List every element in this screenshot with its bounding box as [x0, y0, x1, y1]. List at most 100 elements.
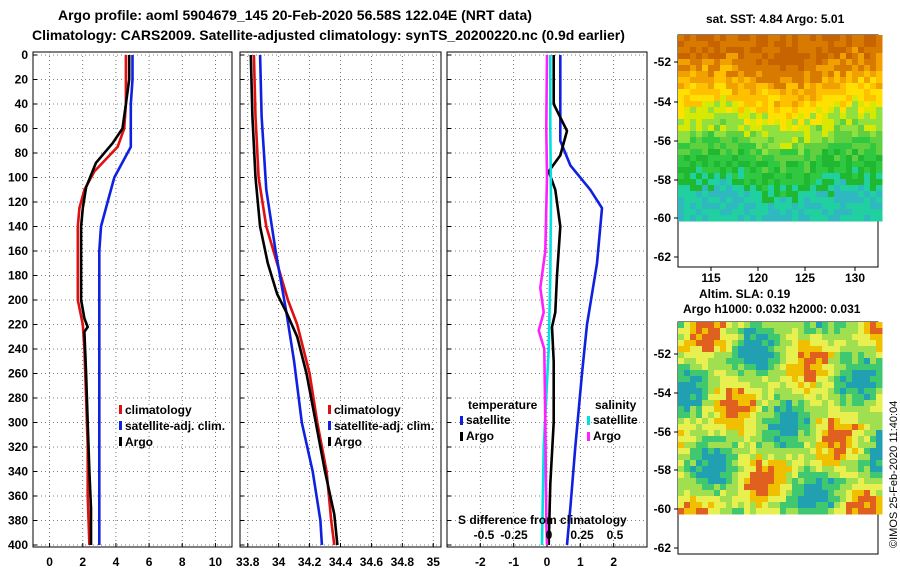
- legend-label: satellite: [466, 413, 511, 427]
- y-tick-label: 340: [8, 465, 28, 479]
- sst-map-x-tick: 130: [845, 271, 865, 285]
- y-tick-label: 100: [8, 171, 28, 185]
- sst-map-y-tick: -58: [654, 173, 672, 187]
- salinity-axis-title: S difference from climatology: [458, 513, 627, 527]
- y-tick-label: 280: [8, 391, 28, 405]
- y-tick-label: 20: [15, 73, 29, 87]
- y-tick-label: 40: [15, 97, 29, 111]
- salinity-tick-label: -0.25: [500, 528, 528, 542]
- x-tick-label: -1: [508, 555, 519, 569]
- legend-label: Argo: [593, 429, 621, 443]
- x-tick-label: 2: [610, 555, 617, 569]
- x-tick-label: 2: [79, 555, 86, 569]
- legend-swatch: [328, 405, 331, 414]
- y-tick-label: 140: [8, 220, 28, 234]
- x-tick-label: 34.2: [298, 555, 322, 569]
- salinity-tick-label: -0.5: [474, 528, 495, 542]
- sla-map-y-tick: -58: [654, 463, 672, 477]
- x-tick-label: 34.4: [329, 555, 353, 569]
- sst-map-x-tick: 115: [701, 271, 721, 285]
- series-line-salinity-argo: [537, 54, 549, 546]
- x-tick-label: 1: [577, 555, 584, 569]
- series-line-argo: [79, 55, 131, 545]
- imos-timestamp: ©IMOS 25-Feb-2020 11:40:04: [888, 400, 900, 548]
- legend-label: climatology: [334, 403, 401, 417]
- sst-map-y-tick: -56: [654, 134, 672, 148]
- x-tick-label: 0: [46, 555, 53, 569]
- sst-map-y-tick: -60: [654, 211, 672, 225]
- y-tick-label: 360: [8, 489, 28, 503]
- sst-map-x-tick: 120: [748, 271, 768, 285]
- legend-swatch: [328, 421, 331, 430]
- x-tick-label: 34: [272, 555, 286, 569]
- sla-map-raster: [678, 322, 883, 515]
- legend-label: Argo: [466, 429, 494, 443]
- x-tick-label: 0: [544, 555, 551, 569]
- sst-map-y-tick: -54: [654, 95, 672, 109]
- salinity-tick-label: 0.25: [570, 528, 594, 542]
- x-tick-label: 34.6: [360, 555, 384, 569]
- legend-swatch: [460, 416, 463, 425]
- legend-swatch: [119, 405, 122, 414]
- y-tick-label: 80: [15, 146, 29, 160]
- series-line-temperature-argo: [547, 55, 569, 546]
- y-tick-label: 0: [21, 48, 28, 62]
- sla-map-y-tick: -56: [654, 425, 672, 439]
- sst-map-y-tick: -52: [654, 55, 672, 69]
- sla-map-title: Altim. SLA: 0.19: [699, 287, 791, 301]
- series-line-temperature-satellite: [558, 55, 604, 546]
- x-tick-label: 8: [179, 555, 186, 569]
- sst-map-x-tick: 125: [795, 271, 815, 285]
- y-tick-label: 220: [8, 318, 28, 332]
- sst-map-raster: [678, 35, 883, 222]
- sla-map-y-tick: -54: [654, 386, 672, 400]
- y-tick-label: 160: [8, 244, 28, 258]
- x-tick-label: 35: [427, 555, 441, 569]
- sla-map-y-tick: -62: [654, 541, 672, 555]
- x-tick-label: 33.8: [236, 555, 260, 569]
- legend-swatch: [587, 432, 590, 441]
- salinity-tick-label: 0.5: [607, 528, 624, 542]
- legend-label: climatology: [125, 403, 192, 417]
- y-tick-label: 120: [8, 195, 28, 209]
- legend-title-temperature: temperature: [468, 398, 538, 412]
- panel-frame-1: [32, 51, 233, 548]
- x-tick-label: 4: [113, 555, 120, 569]
- legend-label: Argo: [125, 435, 153, 449]
- series-line-satellite-adj-clim-: [258, 54, 324, 546]
- y-tick-label: 300: [8, 416, 28, 430]
- salinity-tick-label: 0: [546, 528, 553, 542]
- y-tick-label: 180: [8, 269, 28, 283]
- y-tick-label: 240: [8, 342, 28, 356]
- y-tick-label: 380: [8, 514, 28, 528]
- y-tick-label: 320: [8, 440, 28, 454]
- y-tick-label: 60: [15, 122, 29, 136]
- y-tick-label: 260: [8, 367, 28, 381]
- sst-map-y-tick: -62: [654, 250, 672, 264]
- chart-title-line1: Argo profile: aoml 5904679_145 20-Feb-20…: [58, 7, 532, 23]
- sla-map-y-tick: -60: [654, 502, 672, 516]
- x-tick-label: 34.8: [391, 555, 415, 569]
- legend-swatch: [328, 437, 331, 446]
- legend-label: Argo: [334, 435, 362, 449]
- legend-swatch: [119, 421, 122, 430]
- series-line-argo: [249, 54, 339, 546]
- sla-map-y-tick: -52: [654, 347, 672, 361]
- legend-swatch: [460, 432, 463, 441]
- y-tick-label: 200: [8, 293, 28, 307]
- chart-title-line2: Climatology: CARS2009. Satellite-adjuste…: [32, 27, 625, 43]
- legend-title-salinity: salinity: [595, 398, 637, 412]
- x-tick-label: 6: [146, 555, 153, 569]
- legend-swatch: [119, 437, 122, 446]
- series-line-satellite-adj-clim-: [98, 55, 134, 545]
- x-tick-label: 10: [209, 555, 223, 569]
- legend-label: satellite: [593, 413, 638, 427]
- legend-swatch: [587, 416, 590, 425]
- x-tick-label: -2: [475, 555, 486, 569]
- legend-label: satellite-adj. clim.: [334, 419, 434, 433]
- y-tick-label: 400: [8, 538, 28, 552]
- series-line-salinity-satellite: [540, 55, 553, 546]
- sst-map-title: sat. SST: 4.84 Argo: 5.01: [706, 12, 845, 26]
- legend-label: satellite-adj. clim.: [125, 419, 225, 433]
